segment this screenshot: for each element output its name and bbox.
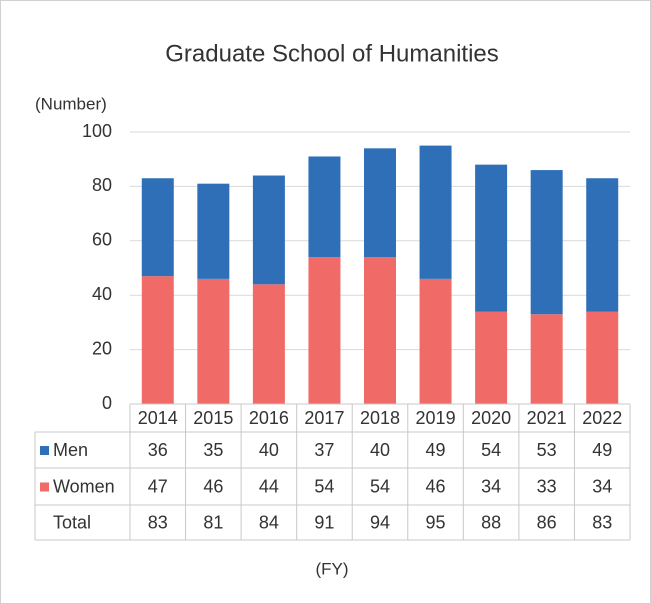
x-axis-label: (FY)	[315, 559, 348, 578]
legend-label: Men	[53, 440, 88, 460]
x-tick-label: 2015	[193, 408, 233, 428]
legend-swatch	[40, 446, 49, 455]
table-value: 94	[370, 512, 390, 532]
bar-segment	[141, 178, 174, 277]
table-value: 40	[259, 440, 279, 460]
bar-segment	[475, 311, 508, 404]
table-value: 54	[370, 476, 390, 496]
x-tick-label: 2018	[360, 408, 400, 428]
x-tick-label: 2017	[304, 408, 344, 428]
table-value: 91	[314, 512, 334, 532]
table-value: 49	[426, 440, 446, 460]
bar-segment	[197, 183, 230, 279]
bar-segment	[252, 175, 285, 285]
table-value: 40	[370, 440, 390, 460]
y-tick-label: 0	[102, 393, 112, 413]
table-value: 83	[148, 512, 168, 532]
table-value: 95	[426, 512, 446, 532]
bar-segment	[586, 178, 619, 312]
table-value: 54	[314, 476, 334, 496]
y-tick-label: 40	[92, 284, 112, 304]
x-tick-label: 2020	[471, 408, 511, 428]
y-tick-label: 20	[92, 338, 112, 358]
table-value: 34	[592, 476, 612, 496]
bar-segment	[252, 284, 285, 404]
table-value: 36	[148, 440, 168, 460]
bar-segment	[586, 311, 619, 404]
legend-swatch	[40, 482, 49, 492]
table-value: 88	[481, 512, 501, 532]
bar-segment	[530, 314, 563, 404]
y-axis-label: (Number)	[35, 94, 107, 113]
bar-segment	[419, 145, 452, 279]
table-value: 84	[259, 512, 279, 532]
table-value: 34	[481, 476, 501, 496]
table-value: 37	[314, 440, 334, 460]
total-label: Total	[53, 512, 91, 532]
x-tick-label: 2019	[416, 408, 456, 428]
table-value: 81	[203, 512, 223, 532]
table-value: 46	[203, 476, 223, 496]
table-value: 54	[481, 440, 501, 460]
y-tick-label: 100	[82, 121, 112, 141]
x-tick-label: 2021	[527, 408, 567, 428]
table-value: 83	[592, 512, 612, 532]
table-value: 35	[203, 440, 223, 460]
bar-segment	[364, 257, 396, 404]
x-tick-label: 2016	[249, 408, 289, 428]
y-tick-label: 80	[92, 175, 112, 195]
table-value: 47	[148, 476, 168, 496]
bar-segment	[308, 257, 341, 404]
y-tick-label: 60	[92, 230, 112, 250]
x-tick-label: 2014	[138, 408, 178, 428]
x-tick-label: 2022	[582, 408, 622, 428]
bar-segment	[364, 148, 396, 258]
bar-segment	[419, 278, 452, 404]
table-value: 46	[426, 476, 446, 496]
table-value: 33	[537, 476, 557, 496]
bar-segment	[308, 156, 341, 258]
bar-segment	[530, 170, 563, 315]
table-value: 44	[259, 476, 279, 496]
bar-segment	[475, 164, 508, 312]
table-value: 49	[592, 440, 612, 460]
bar-segment	[141, 276, 174, 404]
chart-title: Graduate School of Humanities	[165, 40, 499, 67]
bar-segment	[197, 278, 230, 404]
legend-label: Women	[53, 476, 115, 496]
table-value: 86	[537, 512, 557, 532]
table-value: 53	[537, 440, 557, 460]
